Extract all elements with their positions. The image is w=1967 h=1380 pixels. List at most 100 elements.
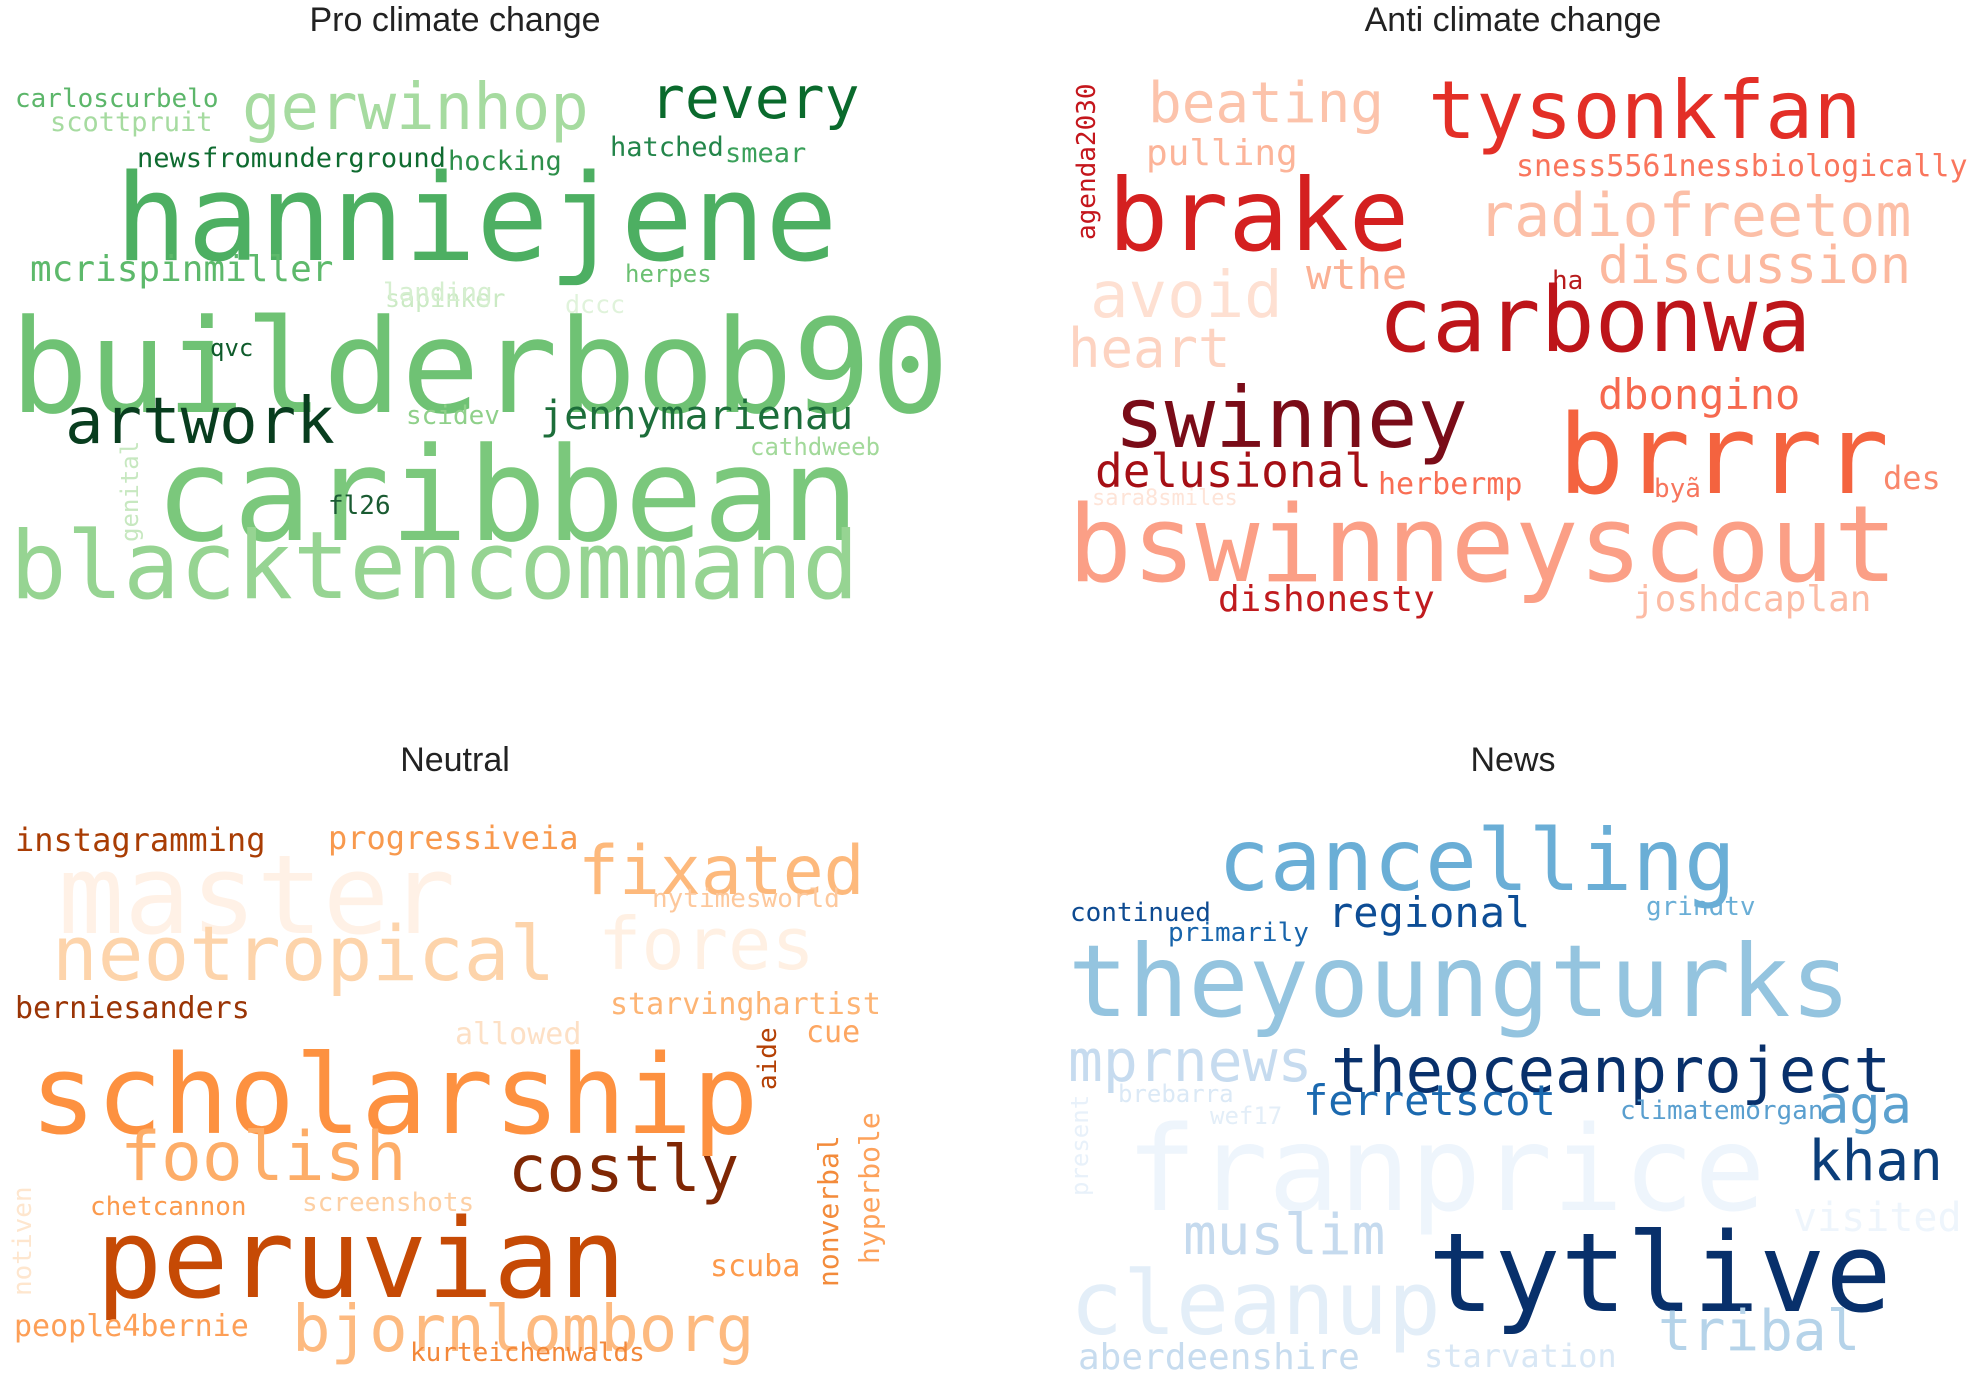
word: revery bbox=[650, 64, 860, 132]
word: costly bbox=[508, 1133, 740, 1207]
word: wef17 bbox=[1210, 1102, 1283, 1130]
word: fixated bbox=[578, 832, 865, 911]
word: bjornlomborg bbox=[292, 1293, 755, 1367]
word: bswinneyscout bbox=[1068, 483, 1898, 606]
word: jennymarienau bbox=[540, 393, 854, 439]
word: joshdcaplan bbox=[1633, 579, 1872, 620]
word: carbonwa bbox=[1378, 268, 1812, 373]
word: kurteichenwalds bbox=[410, 1338, 645, 1368]
word: climatemorgan bbox=[1620, 1096, 1824, 1126]
word: aberdeenshire bbox=[1078, 1337, 1360, 1378]
word: qvc bbox=[210, 334, 254, 362]
wordcloud-area: carloscurbelo scottpruit gerwinhop revery ne… bbox=[10, 0, 949, 614]
word: sness5561nessbiologically bbox=[1516, 149, 1967, 184]
word: screenshots bbox=[302, 1188, 475, 1218]
word: pulling bbox=[1146, 133, 1298, 174]
word: berniesanders bbox=[15, 991, 250, 1026]
word: master bbox=[58, 831, 456, 959]
word: theoceanproject bbox=[1331, 1034, 1891, 1107]
word: tytlive bbox=[1428, 1209, 1892, 1337]
word: dishonesty bbox=[1218, 579, 1435, 620]
word: hatched bbox=[610, 132, 724, 163]
word: hocking bbox=[448, 146, 562, 177]
word: scottpruit bbox=[50, 107, 213, 138]
word: khan bbox=[1808, 1129, 1943, 1194]
word: swinney bbox=[1114, 369, 1469, 467]
word: mcrispinmiller bbox=[30, 249, 334, 290]
word: peruvian bbox=[96, 1195, 626, 1323]
word: landing bbox=[383, 278, 493, 308]
word: discussion bbox=[1598, 236, 1912, 296]
word: byã bbox=[1654, 474, 1701, 504]
word: scholarship bbox=[30, 1031, 759, 1159]
word: avoid bbox=[1090, 259, 1283, 333]
word: allowed bbox=[455, 1017, 582, 1052]
word: dccc bbox=[565, 290, 626, 319]
panel-title: Neutral bbox=[400, 741, 510, 779]
word: ferretscot bbox=[1303, 1076, 1556, 1125]
word: tysonkfan bbox=[1428, 64, 1862, 157]
word: sapinker bbox=[385, 284, 506, 313]
word: franprice bbox=[1126, 1100, 1766, 1238]
word: blacktencommand bbox=[10, 512, 859, 621]
word: scuba bbox=[710, 1249, 801, 1284]
panel-title: Anti climate change bbox=[1364, 1, 1662, 39]
neutral-wordcloud: Neutral instagramming progressiveia master… bbox=[8, 740, 900, 1366]
panel-title: News bbox=[1470, 741, 1556, 779]
word: notiven bbox=[8, 1186, 38, 1296]
word: beating bbox=[1148, 71, 1385, 136]
wordcloud-area: instagramming progressiveia master fixated n… bbox=[8, 740, 900, 1366]
word: agenda2030 bbox=[1072, 83, 1102, 240]
word: artwork bbox=[65, 385, 335, 459]
word: regional bbox=[1328, 888, 1531, 937]
word: fores bbox=[598, 902, 815, 986]
word: theyoungturks bbox=[1068, 923, 1851, 1040]
news-wordcloud: News cancellingjinpingscontinuedprimaril… bbox=[1066, 740, 1967, 1376]
word: dbongino bbox=[1598, 370, 1801, 419]
pro-climate-change-wordcloud: Pro climate change carloscurbelo scottpru… bbox=[10, 0, 949, 614]
word: newsfromunderground bbox=[137, 143, 446, 174]
word: chetcannon bbox=[90, 1192, 247, 1222]
word: builderbob90 bbox=[10, 291, 950, 443]
word: brake bbox=[1108, 157, 1410, 274]
word: foolish bbox=[120, 1118, 407, 1197]
word: visited bbox=[1793, 1195, 1962, 1241]
word: cue bbox=[806, 1015, 861, 1050]
word: delusional bbox=[1095, 444, 1372, 498]
word: gerwinhop bbox=[242, 71, 589, 145]
word: sara8smiles bbox=[1092, 486, 1238, 511]
word: continued bbox=[1070, 898, 1211, 928]
word: aide bbox=[753, 1027, 783, 1090]
word: hyperbole bbox=[853, 1112, 886, 1264]
word: neotropical bbox=[52, 909, 556, 998]
word: cancelling bbox=[1218, 811, 1736, 911]
word: herbermp bbox=[1378, 467, 1523, 502]
word: smear bbox=[725, 138, 807, 169]
word: radiofreetom bbox=[1478, 181, 1912, 251]
word: cathdweeb bbox=[750, 433, 881, 461]
word: hanniejene bbox=[115, 150, 838, 289]
word: primarily bbox=[1168, 918, 1309, 948]
word: aga bbox=[1818, 1076, 1912, 1136]
word: carloscurbelo bbox=[15, 84, 219, 114]
word: wthe bbox=[1306, 250, 1408, 299]
word: instagramming bbox=[15, 821, 266, 859]
word: starvinghartist bbox=[610, 987, 881, 1022]
word: scidev bbox=[406, 401, 500, 431]
word: cleanup bbox=[1070, 1252, 1441, 1355]
word: brrrr bbox=[1558, 391, 1890, 519]
word: starvation bbox=[1424, 1337, 1617, 1375]
word: heart bbox=[1068, 317, 1231, 380]
word: mprnews bbox=[1068, 1027, 1313, 1095]
word: brebarra bbox=[1118, 1080, 1234, 1108]
wordcloud-area: cancellingjinpingscontinuedprimarilyregi… bbox=[1066, 740, 1967, 1376]
word: caribbean bbox=[155, 419, 860, 571]
word: nonverbal bbox=[812, 1135, 845, 1287]
word: present bbox=[1066, 1094, 1094, 1196]
word: des bbox=[1883, 459, 1941, 497]
word: fl26 bbox=[328, 491, 391, 521]
word: ha bbox=[1552, 266, 1584, 296]
panel-title: Pro climate change bbox=[309, 1, 601, 39]
word: muslim bbox=[1183, 1203, 1386, 1268]
word: herpes bbox=[625, 260, 712, 288]
